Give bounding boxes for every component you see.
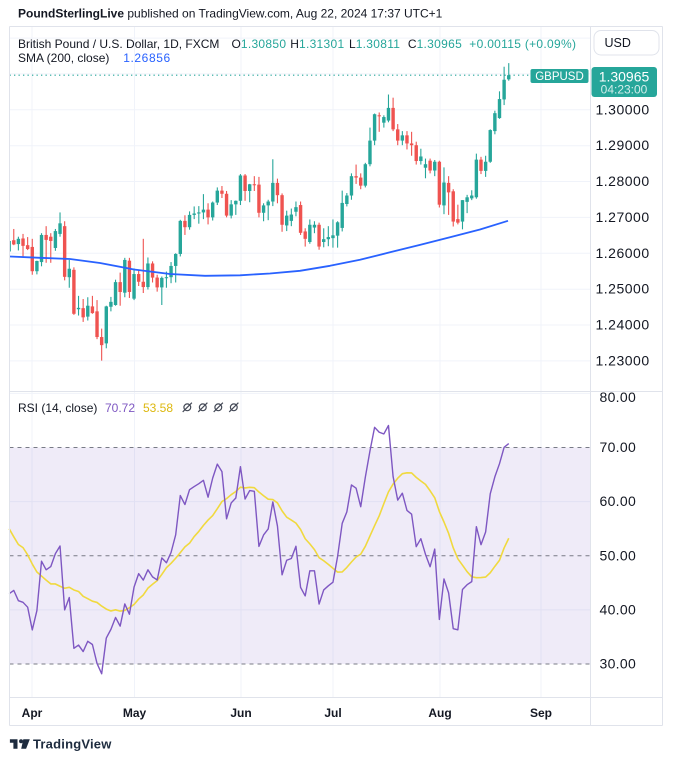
svg-text:1.23000: 1.23000	[596, 352, 650, 368]
svg-text:Jul: Jul	[324, 706, 341, 720]
svg-text:1.24000: 1.24000	[596, 317, 650, 333]
svg-text:53.58: 53.58	[143, 401, 173, 415]
svg-text:Aug: Aug	[428, 706, 451, 720]
svg-text:40.00: 40.00	[600, 601, 637, 617]
svg-text:1.28000: 1.28000	[596, 173, 650, 189]
svg-text:1.26000: 1.26000	[596, 245, 650, 261]
svg-text:British Pound / U.S. Dollar, 1: British Pound / U.S. Dollar, 1D, FXCM	[18, 37, 219, 51]
svg-text:1.27000: 1.27000	[596, 209, 650, 225]
svg-text:PoundSterlingLive published on: PoundSterlingLive published on TradingVi…	[18, 7, 443, 21]
svg-text:GBPUSD: GBPUSD	[535, 71, 584, 83]
svg-text:70.00: 70.00	[600, 439, 637, 455]
svg-text:Apr: Apr	[22, 706, 43, 720]
svg-text:1.30965: 1.30965	[599, 69, 650, 85]
svg-text:SMA (200, close): SMA (200, close)	[18, 51, 109, 65]
svg-text:1.30000: 1.30000	[596, 101, 650, 117]
svg-text:RSI (14, close): RSI (14, close)	[18, 401, 97, 415]
svg-text:1.25000: 1.25000	[596, 281, 650, 297]
svg-text:1.29000: 1.29000	[596, 137, 650, 153]
svg-text:USD: USD	[605, 36, 631, 50]
svg-text:70.72: 70.72	[105, 401, 135, 415]
svg-text:80.00: 80.00	[600, 389, 637, 405]
svg-text:30.00: 30.00	[600, 656, 637, 672]
svg-text:Jun: Jun	[230, 706, 251, 720]
svg-text:May: May	[123, 706, 147, 720]
svg-text:60.00: 60.00	[600, 493, 637, 509]
svg-text:04:23:00: 04:23:00	[601, 83, 648, 97]
svg-text:TradingView: TradingView	[33, 737, 112, 752]
svg-text:1.26856: 1.26856	[123, 51, 171, 65]
svg-text:50.00: 50.00	[600, 547, 637, 563]
svg-text:Sep: Sep	[530, 706, 552, 720]
